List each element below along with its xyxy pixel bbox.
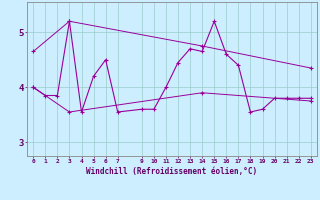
X-axis label: Windchill (Refroidissement éolien,°C): Windchill (Refroidissement éolien,°C) [86,167,258,176]
